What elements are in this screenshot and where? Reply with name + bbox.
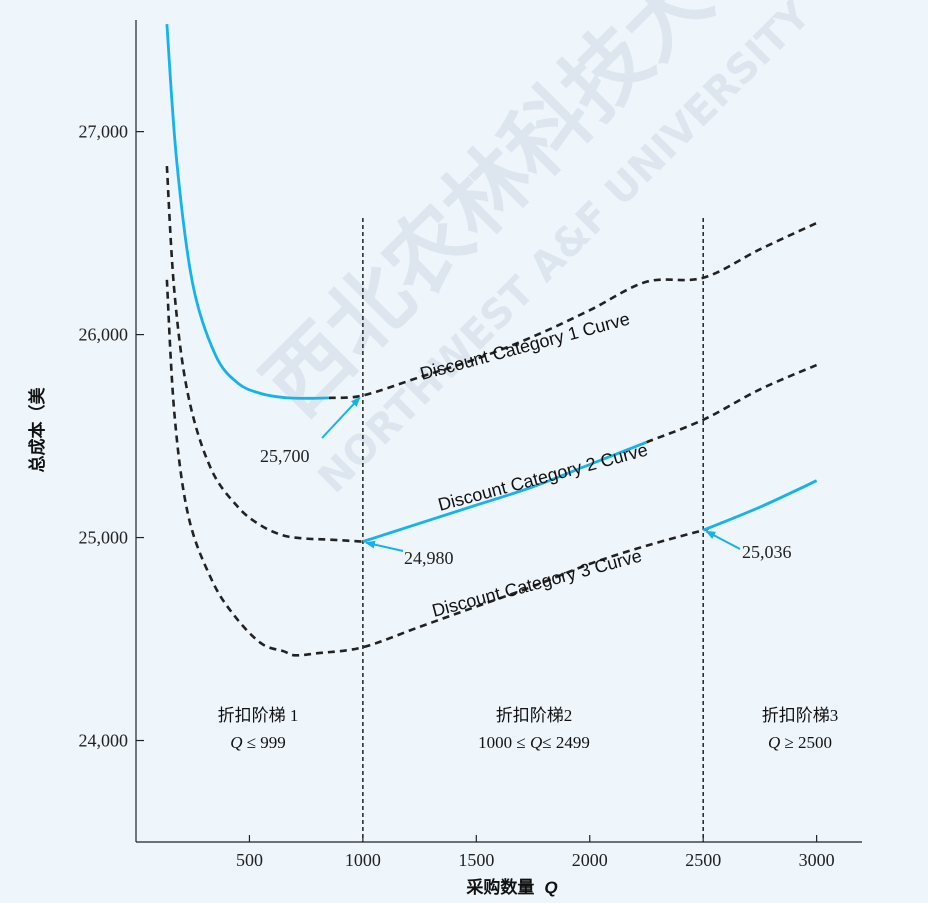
value-annotation: 25,700 xyxy=(260,396,361,466)
annotation-label: 25,700 xyxy=(260,446,310,466)
x-axis-title-var: Q xyxy=(544,878,557,897)
annotation-arrow xyxy=(705,530,741,550)
y-ticks: 24,000 25,000 26,000 27,000 xyxy=(79,122,144,751)
x-tick-label: 1000 xyxy=(345,850,381,870)
series-2 xyxy=(165,166,818,544)
tier-condition: Q ≤ 999 xyxy=(230,733,286,752)
series-dashed-segment xyxy=(165,279,709,657)
x-ticks: 500 1000 1500 2000 2500 3000 xyxy=(236,835,835,870)
series-1 xyxy=(165,24,818,400)
annotation-arrow xyxy=(321,396,361,439)
series-layer xyxy=(165,24,818,657)
tier-name: 折扣阶梯 1 xyxy=(218,706,299,725)
series-dashed-segment xyxy=(165,166,367,544)
tier-condition: 1000 ≤ Q≤ 2499 xyxy=(478,733,590,752)
x-tick-label: 2000 xyxy=(572,850,608,870)
x-tick-label: 3000 xyxy=(799,850,835,870)
x-tick-label: 500 xyxy=(236,850,263,870)
series-solid-segment xyxy=(702,479,818,532)
x-axis-title: 采购数量 Q xyxy=(465,877,557,898)
x-axis-title-text: 采购数量 xyxy=(465,877,534,898)
curve-label: Discount Category 3 Curve xyxy=(430,546,644,621)
watermark-chinese: 西北农林科技大学 xyxy=(245,0,789,434)
curve-label: Discount Category 2 Curve xyxy=(436,440,650,515)
x-tick-label: 2500 xyxy=(685,850,721,870)
discount-tier-label: 折扣阶梯 1 Q ≤ 999 xyxy=(218,706,299,752)
regions: 折扣阶梯 1 Q ≤ 999 折扣阶梯2 1000 ≤ Q≤ 2499 折扣阶梯3 Q ≥… xyxy=(218,706,839,752)
tier-condition: Q ≥ 2500 xyxy=(768,733,832,752)
annotation-label: 24,980 xyxy=(404,548,454,568)
axes xyxy=(135,20,862,843)
value-annotation: 24,980 xyxy=(364,540,454,568)
y-tick-label: 27,000 xyxy=(79,122,129,142)
annotation-label: 25,036 xyxy=(742,542,792,562)
annotations: 25,700 24,980 25,036 xyxy=(260,396,792,568)
y-tick-label: 24,000 xyxy=(79,731,129,751)
series-solid-segment xyxy=(165,24,329,400)
series-3 xyxy=(165,279,818,657)
tier-name: 折扣阶梯2 xyxy=(496,706,573,725)
series-dashed-segment xyxy=(646,363,818,444)
tier-name: 折扣阶梯3 xyxy=(762,706,839,725)
discount-tier-label: 折扣阶梯2 1000 ≤ Q≤ 2499 xyxy=(478,706,590,752)
y-tick-label: 26,000 xyxy=(79,325,129,345)
x-tick-label: 1500 xyxy=(458,850,494,870)
y-axis-title: 总成本（美 xyxy=(27,387,48,473)
value-annotation: 25,036 xyxy=(705,530,792,562)
series-dashed-segment xyxy=(328,221,818,400)
annotation-arrow xyxy=(364,540,404,552)
discount-tier-label: 折扣阶梯3 Q ≥ 2500 xyxy=(762,706,839,752)
y-tick-label: 25,000 xyxy=(79,528,129,548)
series-solid-segment xyxy=(362,440,648,543)
